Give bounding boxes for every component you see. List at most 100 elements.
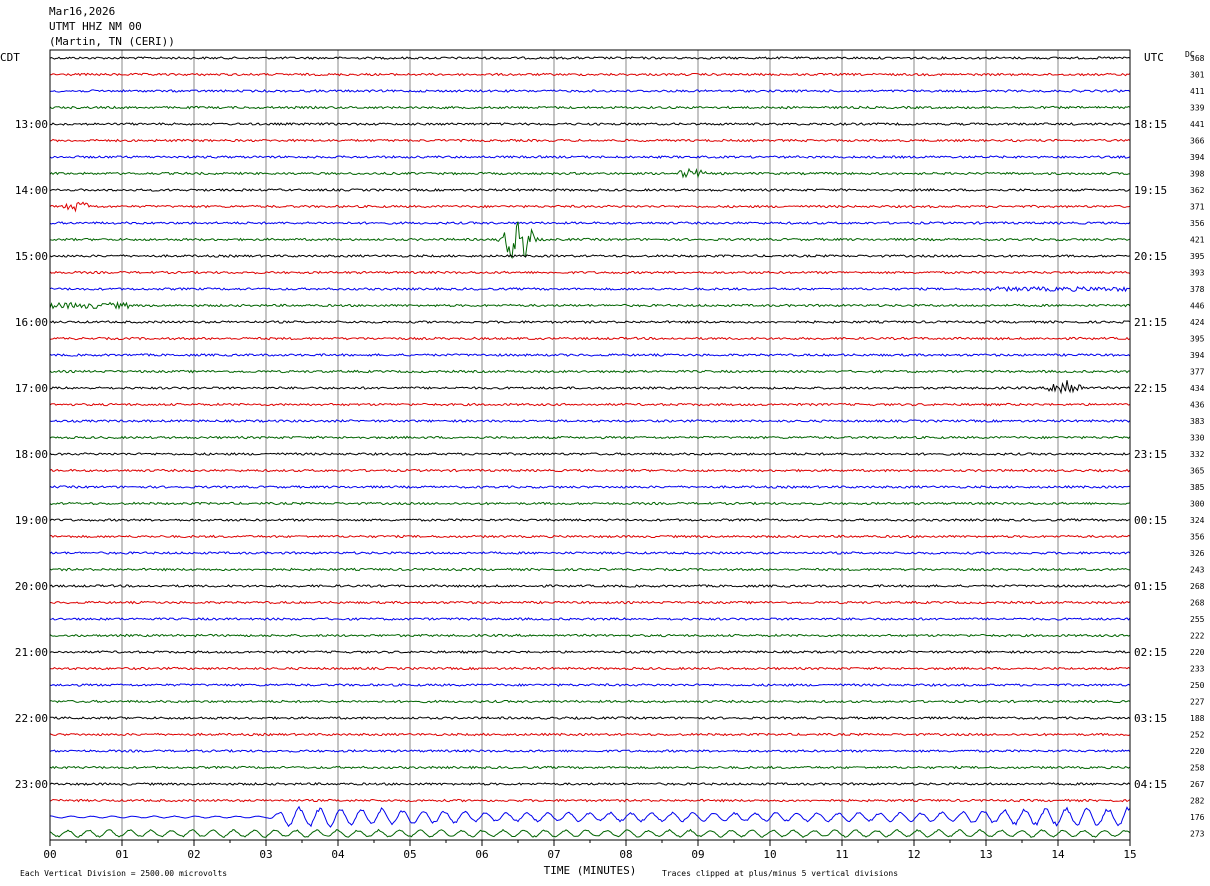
trace-line-46 [49, 805, 1131, 828]
dc-offset-label: 300 [1190, 500, 1205, 509]
trace-line-4 [49, 122, 1131, 126]
trace-line-26 [49, 485, 1131, 489]
trace-line-3 [49, 105, 1131, 110]
trace-group [49, 56, 1131, 839]
dc-offset-label: 282 [1190, 797, 1205, 806]
trace-line-40 [49, 716, 1131, 720]
trace-line-39 [49, 699, 1131, 704]
right-hour-label: 02:15 [1134, 646, 1167, 659]
x-tick-label: 07 [547, 848, 560, 861]
trace-line-0 [49, 56, 1131, 60]
trace-line-17 [49, 336, 1131, 341]
trace-line-41 [49, 732, 1131, 737]
trace-line-27 [49, 501, 1131, 506]
x-tick-label: 03 [259, 848, 272, 861]
x-tick-label: 01 [115, 848, 128, 861]
x-tick-label: 14 [1051, 848, 1065, 861]
trace-line-21 [49, 402, 1131, 407]
trace-line-22 [49, 419, 1131, 423]
dc-offset-label: 395 [1190, 252, 1205, 261]
trace-line-25 [49, 468, 1131, 473]
clip-note: Traces clipped at plus/minus 5 vertical … [662, 869, 898, 878]
dc-offset-label: 268 [1190, 599, 1205, 608]
trace-line-38 [49, 683, 1131, 687]
x-tick-label: 08 [619, 848, 632, 861]
left-hour-label: 16:00 [15, 316, 48, 329]
trace-line-8 [49, 188, 1131, 192]
right-hour-label: 20:15 [1134, 250, 1167, 263]
trace-line-34 [49, 617, 1131, 621]
dc-offset-label: 301 [1190, 71, 1205, 80]
x-tick-label: 15 [1123, 848, 1136, 861]
trace-line-10 [49, 221, 1131, 225]
right-hour-label: 18:15 [1134, 118, 1167, 131]
dc-offset-label: 220 [1190, 648, 1205, 657]
dc-offset-label: 356 [1190, 533, 1205, 542]
dc-offset-label: 368 [1190, 54, 1205, 63]
x-tick-label: 12 [907, 848, 920, 861]
dc-offset-label: 176 [1190, 813, 1205, 822]
x-axis-title: TIME (MINUTES) [544, 864, 637, 877]
left-hour-label: 23:00 [15, 778, 48, 791]
x-tick-label: 00 [43, 848, 56, 861]
trace-line-1 [49, 72, 1131, 77]
dc-offset-label: 398 [1190, 170, 1205, 179]
dc-offset-label: 424 [1190, 318, 1205, 327]
dc-offset-label: 330 [1190, 434, 1205, 443]
right-hour-label: 00:15 [1134, 514, 1167, 527]
time-grid [121, 50, 1059, 840]
right-hour-label: 01:15 [1134, 580, 1167, 593]
trace-line-47 [49, 828, 1131, 839]
trace-line-5 [49, 138, 1131, 143]
dc-offset-label: 383 [1190, 417, 1205, 426]
trace-line-32 [49, 584, 1130, 588]
dc-offset-label: 378 [1190, 285, 1205, 294]
header-location: (Martin, TN (CERI)) [49, 35, 175, 48]
left-hour-label: 17:00 [15, 382, 48, 395]
left-hour-label: 14:00 [15, 184, 48, 197]
trace-line-11 [49, 221, 1131, 260]
trace-line-14 [49, 285, 1131, 293]
dc-offset-label: 326 [1190, 549, 1205, 558]
trace-line-7 [49, 167, 1131, 179]
trace-line-20 [49, 380, 1131, 395]
dc-offset-label: 258 [1190, 764, 1205, 773]
left-hour-label: 22:00 [15, 712, 48, 725]
left-hour-label: 20:00 [15, 580, 48, 593]
trace-line-23 [49, 435, 1131, 440]
dc-offset-label: 222 [1190, 632, 1205, 641]
right-hour-label: 04:15 [1134, 778, 1167, 791]
label-group: 368 301 411 339 441 366 394 398 362 371 356 421 395 3… [0, 50, 1205, 878]
right-zone-label: UTC [1144, 51, 1164, 64]
trace-line-12 [49, 254, 1131, 258]
dc-offset-label: 227 [1190, 698, 1205, 707]
right-hour-label: 03:15 [1134, 712, 1167, 725]
header-date: Mar16,2026 [49, 5, 116, 18]
left-hour-label: 13:00 [15, 118, 48, 131]
x-tick-label: 04 [331, 848, 345, 861]
dc-offset-label: 446 [1190, 302, 1205, 311]
dc-offset-label: 188 [1190, 714, 1205, 723]
trace-line-31 [49, 567, 1131, 572]
dc-offset-label: 362 [1190, 186, 1205, 195]
plot-frame [49, 49, 1131, 841]
x-tick-label: 02 [187, 848, 200, 861]
trace-line-42 [49, 749, 1131, 753]
trace-line-6 [49, 155, 1131, 159]
dc-offset-label: 365 [1190, 467, 1205, 476]
dc-offset-label: 252 [1190, 731, 1205, 740]
trace-line-18 [49, 353, 1131, 357]
x-tick-label: 13 [979, 848, 992, 861]
dc-offset-label: 356 [1190, 219, 1205, 228]
trace-line-15 [49, 300, 1131, 310]
dc-offset-label: 411 [1190, 87, 1205, 96]
trace-line-36 [49, 650, 1131, 654]
trace-line-44 [49, 782, 1131, 786]
trace-line-30 [49, 551, 1131, 555]
trace-line-16 [49, 320, 1131, 324]
left-zone-label: CDT [0, 51, 20, 64]
vertical-division-note: Each Vertical Division = 2500.00 microvo… [20, 869, 227, 878]
dc-offset-label: 393 [1190, 269, 1205, 278]
dc-offset-label: 421 [1190, 236, 1205, 245]
